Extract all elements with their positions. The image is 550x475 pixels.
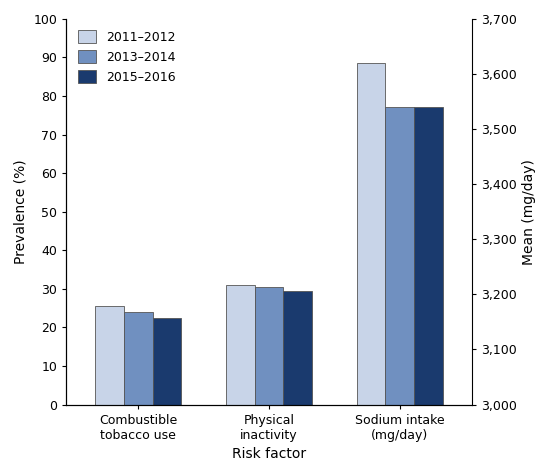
Bar bbox=[386, 107, 414, 405]
Bar bbox=[226, 285, 255, 405]
Bar bbox=[283, 291, 312, 405]
Bar bbox=[95, 306, 124, 405]
Legend: 2011–2012, 2013–2014, 2015–2016: 2011–2012, 2013–2014, 2015–2016 bbox=[73, 25, 181, 88]
Bar bbox=[124, 312, 153, 405]
Bar bbox=[255, 287, 283, 405]
Bar bbox=[356, 63, 386, 405]
Bar bbox=[414, 107, 443, 405]
Y-axis label: Mean (mg/day): Mean (mg/day) bbox=[522, 159, 536, 265]
X-axis label: Risk factor: Risk factor bbox=[232, 447, 306, 461]
Bar bbox=[153, 318, 182, 405]
Y-axis label: Prevalence (%): Prevalence (%) bbox=[14, 160, 28, 264]
